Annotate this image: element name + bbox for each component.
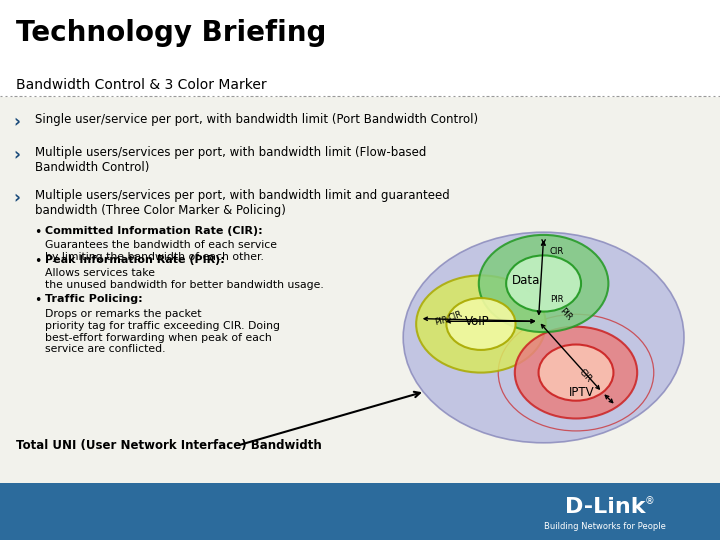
Circle shape [539,345,613,401]
Circle shape [479,235,608,332]
Text: CIR: CIR [448,309,464,322]
Text: CIR: CIR [577,367,593,383]
Text: •: • [35,226,42,239]
Text: ›: › [13,146,20,164]
Bar [0,483,720,540]
Text: ›: › [13,113,20,131]
Text: Bandwidth Control & 3 Color Marker: Bandwidth Control & 3 Color Marker [16,78,266,92]
Circle shape [506,255,581,312]
Text: Guarantees the bandwidth of each service
by limiting the bandwidth of each other: Guarantees the bandwidth of each service… [45,240,276,262]
Text: ®: ® [645,496,655,506]
Text: CIR: CIR [549,247,564,255]
Text: D-Link: D-Link [564,496,645,517]
Bar [0,0,720,97]
Text: PIR: PIR [558,307,574,323]
Text: PIR: PIR [434,315,449,327]
Text: Building Networks for People: Building Networks for People [544,522,666,531]
Text: ›: › [13,189,20,207]
Text: Multiple users/services per port, with bandwidth limit (Flow-based
Bandwidth Con: Multiple users/services per port, with b… [35,146,426,174]
Text: IPTV: IPTV [569,386,595,399]
Text: Drops or remarks the packet
priority tag for traffic exceeding CIR. Doing
best-e: Drops or remarks the packet priority tag… [45,309,279,354]
Text: PIR: PIR [550,295,563,304]
Text: Technology Briefing: Technology Briefing [16,19,326,47]
Text: •: • [35,255,42,268]
Text: VoIP: VoIP [465,315,490,328]
Text: Allows services take
the unused bandwidth for better bandwidth usage.: Allows services take the unused bandwidt… [45,268,323,290]
Text: Peak Information Rate (PIR):: Peak Information Rate (PIR): [45,255,225,265]
Text: Multiple users/services per port, with bandwidth limit and guaranteed
bandwidth : Multiple users/services per port, with b… [35,189,449,217]
Text: Traffic Policing:: Traffic Policing: [45,294,143,305]
Circle shape [403,232,684,443]
Circle shape [446,298,516,350]
Text: Total UNI (User Network Interface) Bandwidth: Total UNI (User Network Interface) Bandw… [16,439,322,452]
Circle shape [515,327,637,418]
Text: Data: Data [511,274,540,287]
Circle shape [416,275,546,373]
Text: •: • [35,294,42,307]
Text: Committed Information Rate (CIR):: Committed Information Rate (CIR): [45,226,262,236]
Text: Single user/service per port, with bandwidth limit (Port Bandwidth Control): Single user/service per port, with bandw… [35,113,477,126]
